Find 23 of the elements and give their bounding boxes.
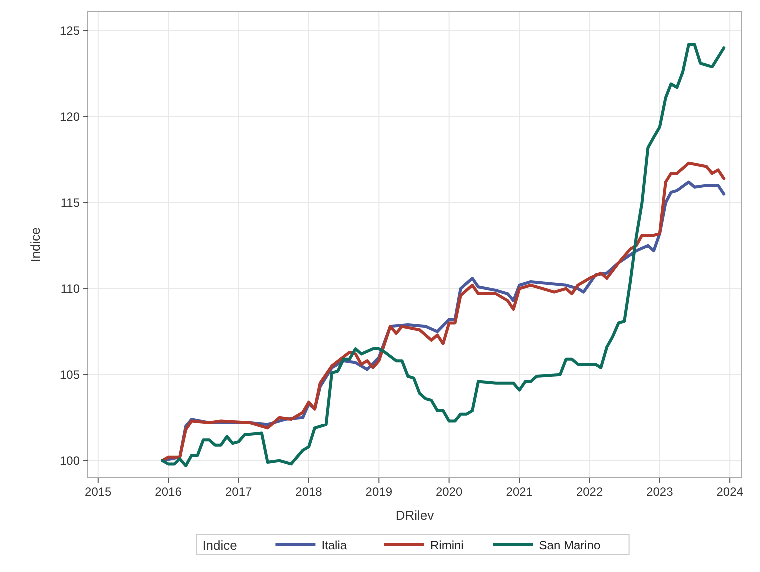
y-tick-label: 100 bbox=[60, 454, 80, 468]
x-tick-label: 2019 bbox=[366, 485, 393, 499]
x-tick-label: 2020 bbox=[436, 485, 463, 499]
x-tick-label: 2015 bbox=[85, 485, 112, 499]
x-tick-label: 2016 bbox=[155, 485, 182, 499]
line-series bbox=[161, 43, 726, 468]
x-tick-label: 2021 bbox=[506, 485, 534, 499]
y-axis-title: Indice bbox=[28, 228, 43, 262]
x-tick-label: 2017 bbox=[226, 485, 253, 499]
x-tick-label: 2024 bbox=[716, 485, 744, 499]
y-tick-label: 110 bbox=[60, 282, 80, 296]
x-tick-label: 2018 bbox=[296, 485, 323, 499]
legend-label: Rimini bbox=[430, 538, 464, 552]
y-tick-label: 120 bbox=[60, 110, 80, 124]
x-tick-label: 2023 bbox=[646, 485, 674, 499]
y-tick-label: 115 bbox=[60, 196, 80, 210]
legend-label: Italia bbox=[322, 538, 348, 552]
x-tick-label: 2022 bbox=[576, 485, 604, 499]
y-tick-label: 105 bbox=[60, 368, 80, 382]
y-tick-label: 125 bbox=[60, 24, 80, 38]
legend-label: San Marino bbox=[539, 538, 601, 552]
x-axis-title: DRilev bbox=[396, 508, 435, 523]
legend-title: Indice bbox=[202, 538, 238, 553]
